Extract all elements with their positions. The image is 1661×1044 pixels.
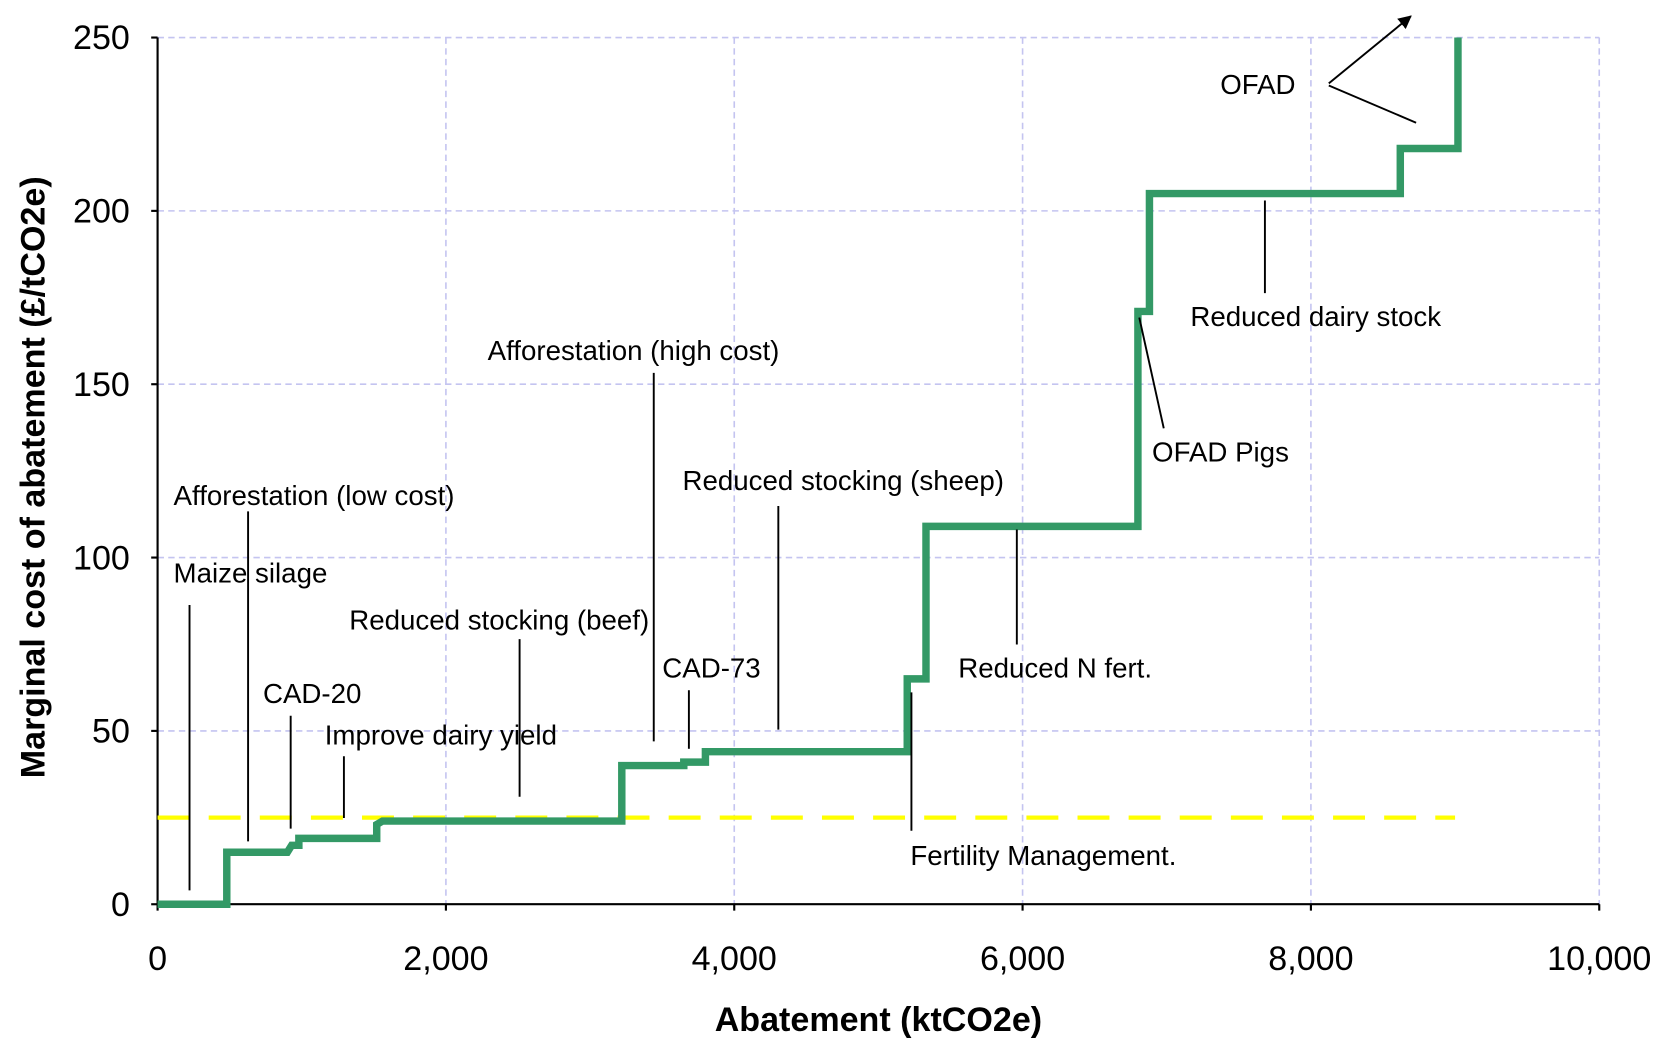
annotation: OFAD Pigs: [1152, 436, 1289, 467]
x-tick-label: 10,000: [1547, 940, 1651, 978]
annotation: Afforestation (high cost): [488, 335, 780, 366]
annotation: Fertility Management.: [910, 840, 1176, 871]
y-tick-label: 100: [73, 539, 130, 577]
x-tick-label: 0: [148, 940, 167, 978]
y-axis-title: Marginal cost of abatement (£/tCO2e): [15, 176, 53, 778]
annotation: Improve dairy yield: [325, 720, 557, 751]
annotation: Reduced stocking (beef): [349, 605, 649, 636]
annotation: OFAD: [1220, 69, 1295, 100]
y-tick-label: 150: [73, 366, 130, 404]
leader-line: [1328, 15, 1412, 85]
mac-curve: [157, 37, 1462, 908]
annotation: Afforestation (low cost): [174, 480, 455, 511]
y-tick-label: 250: [73, 19, 130, 57]
annotation: Reduced stocking (sheep): [683, 465, 1004, 496]
y-tick-label: 200: [73, 193, 130, 231]
x-tick-label: 2,000: [403, 940, 488, 978]
y-tick-label: 50: [92, 713, 130, 751]
x-tick-label: 6,000: [980, 940, 1065, 978]
x-tick-label: 4,000: [692, 940, 777, 978]
annotation: Maize silage: [174, 558, 328, 589]
annotation: CAD-73: [662, 652, 760, 683]
annotation: Reduced dairy stock: [1190, 301, 1441, 332]
x-tick-label: 8,000: [1268, 940, 1353, 978]
leader-line: [1138, 317, 1165, 429]
leader-line: [1328, 84, 1417, 124]
y-tick-label: 0: [111, 886, 130, 924]
annotation: CAD-20: [263, 678, 361, 709]
x-axis-title: Abatement (ktCO2e): [715, 1001, 1042, 1039]
annotation: Reduced N fert.: [958, 652, 1152, 683]
